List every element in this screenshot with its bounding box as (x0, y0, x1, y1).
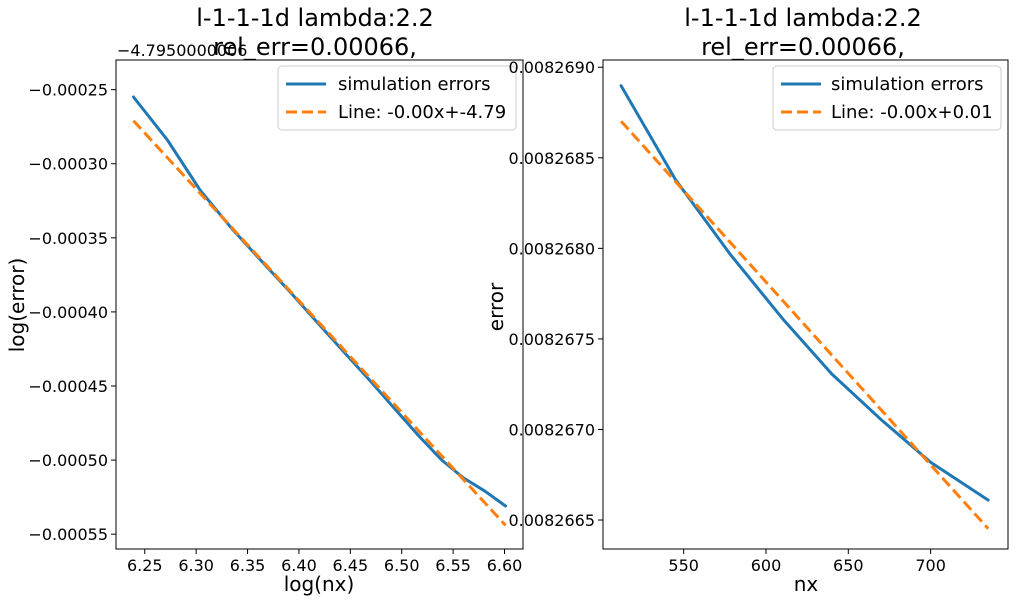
right-plot-area (619, 84, 990, 530)
right-title-line2: rel_err=0.00066, (701, 33, 905, 61)
subplot-left: l-1-1-1d lambda:2.2 rel_err=0.00066, −4.… (5, 4, 524, 596)
left-title-line1: l-1-1-1d lambda:2.2 (196, 4, 434, 32)
left-y-tick-label: −0.00050 (28, 451, 108, 470)
subplot-right: l-1-1-1d lambda:2.2 rel_err=0.00066, 550… (484, 4, 1009, 596)
left-x-tick-label: 6.60 (487, 556, 523, 575)
right-x-tick-label: 650 (833, 556, 864, 575)
right-x-tick-label: 700 (915, 556, 946, 575)
right-x-tick-label: 600 (751, 556, 782, 575)
left-y-tick-label: −0.00030 (28, 155, 108, 174)
left-series-fit-line (132, 119, 507, 527)
left-series-simulation-errors (132, 95, 507, 508)
left-x-axis-label: log(nx) (284, 572, 355, 596)
left-y-tick-label: −0.00035 (28, 229, 108, 248)
left-y-tick-label: −0.00055 (28, 525, 108, 544)
right-ticks: 550 600 650 700 0.0082665 0.0082670 0.0082675 0… (508, 58, 945, 575)
right-y-tick-label: 0.0082685 (508, 149, 595, 168)
left-x-tick-label: 6.55 (435, 556, 471, 575)
left-x-tick-label: 6.40 (281, 556, 317, 575)
right-axes-frame (602, 59, 1009, 550)
left-ticks: 6.25 6.30 6.35 6.40 6.45 6.50 6.55 6.60 −0.00025… (28, 81, 522, 575)
right-legend: simulation errors Line: -0.00x+0.01 (772, 65, 1002, 131)
left-x-tick-label: 6.30 (178, 556, 214, 575)
left-y-tick-label: −0.00045 (28, 377, 108, 396)
left-y-axis-label: log(error) (5, 258, 29, 353)
right-series-simulation-errors (619, 84, 990, 502)
right-y-tick-label: 0.0082665 (508, 511, 595, 530)
left-legend-label-fit: Line: -0.00x+-4.79 (338, 102, 506, 123)
right-legend-label-fit: Line: -0.00x+0.01 (831, 102, 993, 123)
right-series-fit-line (619, 120, 990, 530)
right-y-axis-label: error (484, 282, 508, 331)
left-axes-frame (115, 59, 524, 550)
left-plot-area (132, 95, 507, 527)
right-y-tick-label: 0.0082690 (508, 58, 595, 77)
right-legend-label-simulation: simulation errors (831, 74, 984, 95)
left-x-tick-label: 6.45 (333, 556, 369, 575)
left-legend-label-simulation: simulation errors (338, 74, 491, 95)
right-y-tick-label: 0.0082680 (508, 239, 595, 258)
left-offset-text: −4.7950000006 (117, 41, 247, 60)
left-x-tick-label: 6.35 (230, 556, 266, 575)
right-legend-box (772, 65, 1002, 131)
right-x-axis-label: nx (794, 572, 819, 596)
left-legend: simulation errors Line: -0.00x+-4.79 (277, 65, 517, 131)
left-legend-box (277, 65, 517, 131)
left-y-tick-label: −0.00040 (28, 303, 108, 322)
right-y-tick-label: 0.0082675 (508, 330, 595, 349)
left-title-line2: rel_err=0.00066, (213, 33, 417, 61)
right-x-tick-label: 550 (668, 556, 699, 575)
left-y-tick-label: −0.00025 (28, 81, 108, 100)
left-x-tick-label: 6.25 (127, 556, 163, 575)
right-title-line1: l-1-1-1d lambda:2.2 (684, 4, 922, 32)
right-y-tick-label: 0.0082670 (508, 420, 595, 439)
left-x-tick-label: 6.50 (384, 556, 420, 575)
